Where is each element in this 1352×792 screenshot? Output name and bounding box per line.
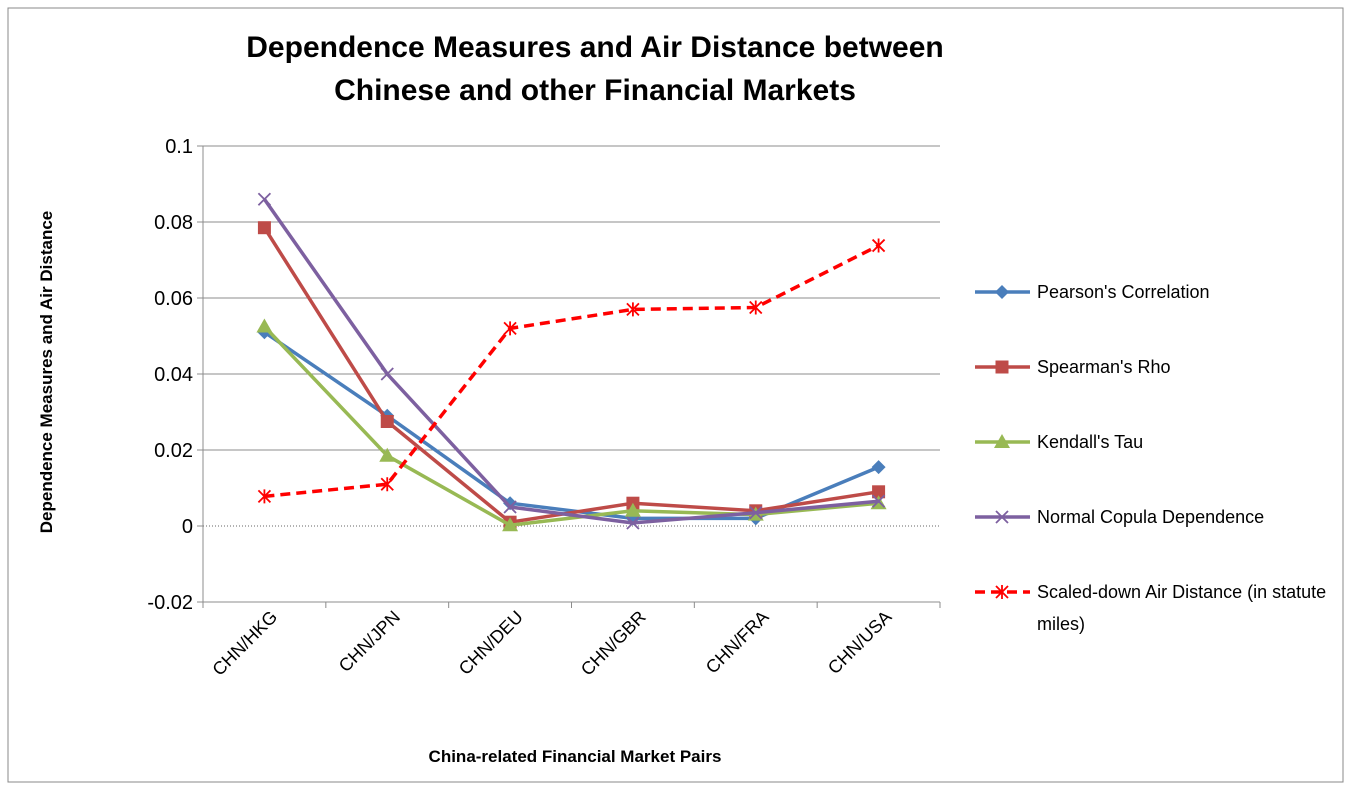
legend-label: Scaled-down Air Distance (in statute mil…: [1037, 582, 1327, 634]
chart-title: Dependence Measures and Air Distance bet…: [246, 31, 944, 107]
series-line: [262, 198, 879, 525]
y-axis-label: Dependence Measures and Air Distance: [37, 211, 56, 534]
marker: [503, 500, 517, 514]
legend-label: Kendall's Tau: [1037, 432, 1144, 452]
marker: [380, 477, 394, 492]
legend-label: Pearson's Correlation: [1037, 282, 1210, 302]
marker: [379, 447, 396, 462]
marker: [994, 434, 1010, 448]
marker: [380, 415, 394, 428]
marker: [749, 300, 763, 315]
marker: [502, 517, 519, 532]
legend-label: Spearman's Rho: [1037, 357, 1171, 377]
marker: [872, 485, 886, 499]
marker: [871, 460, 886, 475]
marker: [257, 192, 272, 206]
marker: [257, 489, 272, 504]
y-tick-label: 0.08: [154, 212, 193, 234]
marker: [380, 367, 394, 381]
legend-label: Normal Copula Dependence: [1037, 507, 1265, 527]
marker: [995, 285, 1009, 299]
y-tick-label: 0.06: [154, 288, 193, 310]
marker: [626, 302, 640, 317]
y-tick-label: 0.02: [154, 440, 193, 462]
marker: [871, 238, 886, 253]
marker: [995, 360, 1009, 374]
y-tick-label: 0: [182, 516, 193, 538]
series-line: [263, 325, 879, 527]
chart-border: [7, 7, 1344, 783]
marker: [626, 516, 640, 530]
marker: [749, 506, 763, 520]
marker: [257, 221, 271, 235]
marker: [995, 585, 1009, 599]
marker: [624, 502, 641, 517]
series-line: [264, 243, 880, 499]
marker: [503, 321, 517, 336]
y-tick-label: 0.04: [154, 364, 193, 386]
marker: [995, 510, 1009, 524]
y-tick-label: 0.1: [165, 136, 193, 158]
marker: [871, 494, 886, 508]
x-axis-label: China-related Financial Market Pairs: [429, 747, 722, 766]
y-tick-label: -0.02: [147, 592, 193, 614]
marker: [256, 318, 273, 333]
series-line: [262, 226, 879, 524]
